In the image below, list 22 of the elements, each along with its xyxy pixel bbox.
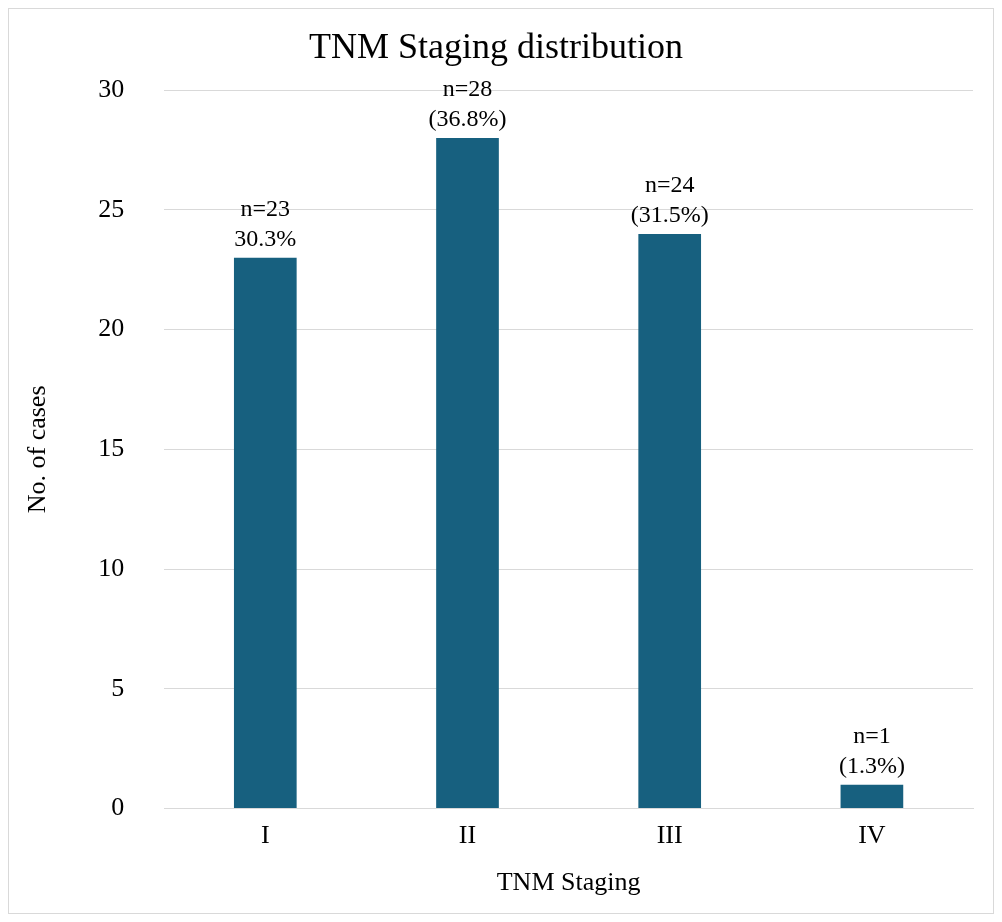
y-tick-label: 5 [111, 672, 125, 702]
bar [840, 784, 904, 809]
x-axis-title: TNM Staging [496, 867, 641, 897]
y-tick-label: 25 [98, 193, 125, 223]
y-tick-label: 30 [98, 74, 125, 104]
y-tick-label: 10 [98, 552, 125, 582]
data-label: n=23 30.3% [234, 195, 297, 252]
x-tick-label: IV [858, 820, 886, 850]
data-label: n=28 (36.8%) [428, 75, 507, 132]
bar [638, 233, 702, 809]
bar [436, 138, 499, 809]
x-tick-label: I [260, 820, 270, 850]
y-tick-label: 20 [98, 313, 125, 343]
y-tick-label: 0 [111, 792, 125, 822]
data-label: n=24 (31.5%) [630, 171, 709, 228]
y-axis-title: No. of cases [22, 385, 52, 514]
x-tick-label: III [656, 820, 683, 850]
data-label: n=1 (1.3%) [838, 721, 905, 778]
bar [233, 257, 297, 809]
y-tick-label: 15 [98, 433, 125, 463]
chart-title: TNM Staging distribution [308, 26, 684, 67]
x-tick-label: II [458, 820, 477, 850]
